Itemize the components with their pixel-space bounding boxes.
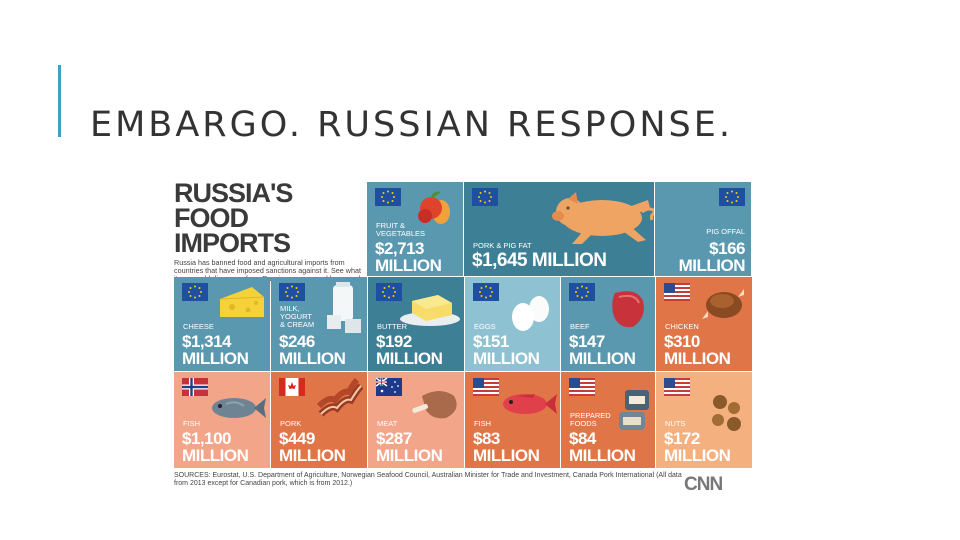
tile-label: FISH	[474, 419, 492, 428]
tile-value: $310	[664, 332, 700, 351]
tile-value: $1,645 MILLION	[472, 250, 607, 271]
norway-flag-icon	[182, 378, 208, 396]
canada-flag-icon	[279, 378, 305, 396]
cans-icon	[619, 390, 649, 430]
tile-value-unit: MILLION	[664, 349, 731, 368]
eu-flag-icon	[376, 283, 402, 301]
tile-value-unit: MILLION	[279, 446, 346, 465]
tile-label: BUTTER	[377, 322, 407, 331]
tile-cheese: CHEESE $1,314 MILLION	[174, 277, 270, 371]
tile-label: FRUIT & VEGETABLES	[376, 221, 426, 238]
tile-fish-norway: FISH $1,100 MILLION	[174, 372, 270, 468]
tile-label: MEAT	[377, 419, 398, 428]
eu-flag-icon	[472, 188, 498, 206]
eu-flag-icon	[182, 283, 208, 301]
tile-value-unit: MILLION	[473, 349, 540, 368]
chicken-icon	[702, 289, 744, 319]
tile-label: NUTS	[665, 419, 686, 428]
tile-value: $83	[473, 429, 500, 448]
tile-value-unit: MILLION	[376, 349, 443, 368]
tile-fish-us: FISH $83 MILLION	[465, 372, 560, 468]
infographic-title-line2: FOOD IMPORTS	[174, 203, 291, 258]
tile-value-unit: MILLION	[678, 256, 746, 275]
infographic-title: RUSSIA'S FOOD IMPORTS	[174, 178, 366, 258]
tile-label: EGGS	[474, 322, 496, 331]
tile-value-unit: MILLION	[182, 446, 249, 465]
tile-milk-yogurt-cream: MILK, YOGURT & CREAM $246 MILLION	[271, 277, 367, 371]
meat-icon	[412, 391, 457, 419]
pig-icon	[552, 192, 654, 244]
tile-label: PORK & PIG FAT	[473, 241, 532, 250]
bacon-icon	[317, 378, 363, 417]
tile-value: $287	[376, 429, 412, 448]
tile-pork-pig-fat: PORK & PIG FAT $1,645 MILLION	[464, 182, 654, 276]
fish-icon	[212, 398, 266, 418]
tile-value: $166	[709, 239, 745, 258]
tile-value-unit: MILLION	[375, 256, 442, 275]
slide-title: EMBARGO. RUSSIAN RESPONSE.	[90, 105, 733, 146]
tile-label: CHICKEN	[665, 322, 699, 331]
tile-fruit-vegetables: FRUIT & VEGETABLES $2,713 MILLION	[367, 182, 463, 276]
title-accent-bar	[58, 65, 61, 137]
tile-chicken: CHICKEN $310 MILLION	[656, 277, 752, 371]
nuts-icon	[712, 395, 741, 431]
infographic-sources: SOURCES: Eurostat, U.S. Department of Ag…	[174, 472, 682, 487]
tile-value-unit: MILLION	[569, 446, 636, 465]
tile-beef: BEEF $147 MILLION	[561, 277, 655, 371]
tile-value: $1,314	[182, 332, 232, 351]
tile-value: $2,713	[375, 239, 425, 258]
tile-label: CHEESE	[183, 322, 214, 331]
tile-value: $151	[473, 332, 509, 351]
eu-flag-icon	[719, 188, 745, 206]
tile-pig-offal: PIG OFFAL $166 MILLION	[655, 182, 751, 276]
tile-value-unit: MILLION	[182, 349, 249, 368]
tile-value-unit: MILLION	[473, 446, 540, 465]
tile-label: PREPARED FOODS	[570, 411, 611, 428]
australia-flag-icon	[376, 378, 402, 396]
us-flag-icon	[664, 283, 690, 301]
cnn-logo: CNN	[684, 474, 723, 495]
tile-label: FISH	[183, 419, 201, 428]
us-flag-icon	[473, 378, 499, 396]
tile-eggs: EGGS $151 MILLION	[465, 277, 560, 371]
tile-pork-canada: PORK $449 MILLION	[271, 372, 367, 468]
tile-value: $246	[279, 332, 315, 351]
fruit-icon	[418, 191, 450, 224]
tile-label: MILK, YOGURT & CREAM	[280, 304, 315, 329]
us-flag-icon	[569, 378, 595, 396]
tile-butter: BUTTER $192 MILLION	[368, 277, 464, 371]
tile-value: $192	[376, 332, 412, 351]
cheese-icon	[219, 287, 265, 317]
eggs-icon	[512, 296, 549, 331]
tile-value: $1,100	[182, 429, 232, 448]
tile-value-unit: MILLION	[376, 446, 443, 465]
tile-value: $449	[279, 429, 315, 448]
tile-label: BEEF	[570, 322, 590, 331]
tile-value: $84	[569, 429, 596, 448]
tile-prepared-foods: PREPARED FOODS $84 MILLION	[561, 372, 655, 468]
eu-flag-icon	[569, 283, 595, 301]
beef-icon	[612, 291, 644, 328]
tile-value: $172	[664, 429, 700, 448]
tile-value-unit: MILLION	[569, 349, 636, 368]
tile-meat-australia: MEAT $287 MILLION	[368, 372, 464, 468]
tile-label: PIG OFFAL	[706, 227, 745, 236]
butter-icon	[400, 295, 460, 326]
infographic-title-line1: RUSSIA'S	[174, 178, 293, 208]
tile-nuts: NUTS $172 MILLION	[656, 372, 752, 468]
eu-flag-icon	[375, 188, 401, 206]
tile-label: PORK	[280, 419, 302, 428]
tile-value-unit: MILLION	[279, 349, 346, 368]
tile-value-unit: MILLION	[664, 446, 731, 465]
us-flag-icon	[664, 378, 690, 396]
tile-value: $147	[569, 332, 605, 351]
food-imports-infographic: RUSSIA'S FOOD IMPORTS Russia has banned …	[174, 178, 752, 495]
infographic-intro: RUSSIA'S FOOD IMPORTS Russia has banned …	[174, 178, 366, 291]
red-fish-icon	[503, 394, 557, 414]
eu-flag-icon	[279, 283, 305, 301]
eu-flag-icon	[473, 283, 499, 301]
milk-icon	[327, 282, 361, 333]
